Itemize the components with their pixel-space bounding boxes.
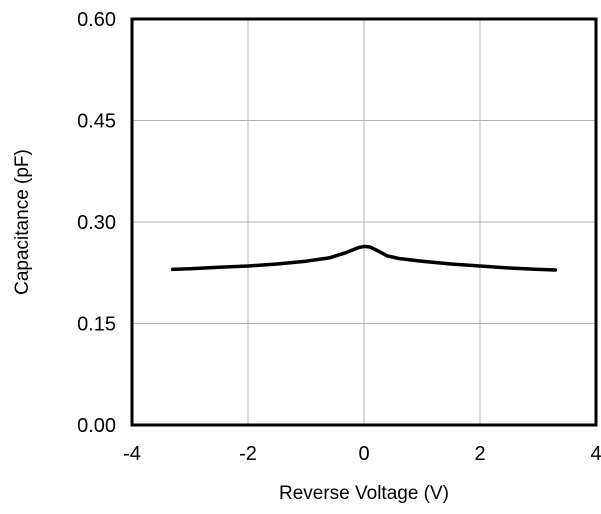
series-group (170, 244, 558, 272)
y-tick-label: 0.30 (77, 212, 116, 234)
tick-labels: -4 -2 0 2 4 0.00 0.15 0.30 0.45 0.60 (77, 9, 601, 465)
x-tick-label: 0 (358, 443, 369, 465)
y-tick-label: 0.45 (77, 111, 116, 133)
y-tick-label: 0.60 (77, 9, 116, 31)
grid (132, 19, 596, 425)
x-tick-label: -2 (239, 443, 257, 465)
series-line-0 (170, 244, 558, 272)
x-axis-label: Reverse Voltage (V) (279, 483, 449, 504)
y-tick-label: 0.00 (77, 415, 116, 437)
x-tick-label: 4 (590, 443, 601, 465)
x-tick-label: -4 (123, 443, 141, 465)
y-tick-label: 0.15 (77, 314, 116, 336)
plot-frame (130, 17, 598, 427)
x-tick-label: 2 (474, 443, 485, 465)
y-axis-label: Capacitance (pF) (12, 149, 33, 295)
